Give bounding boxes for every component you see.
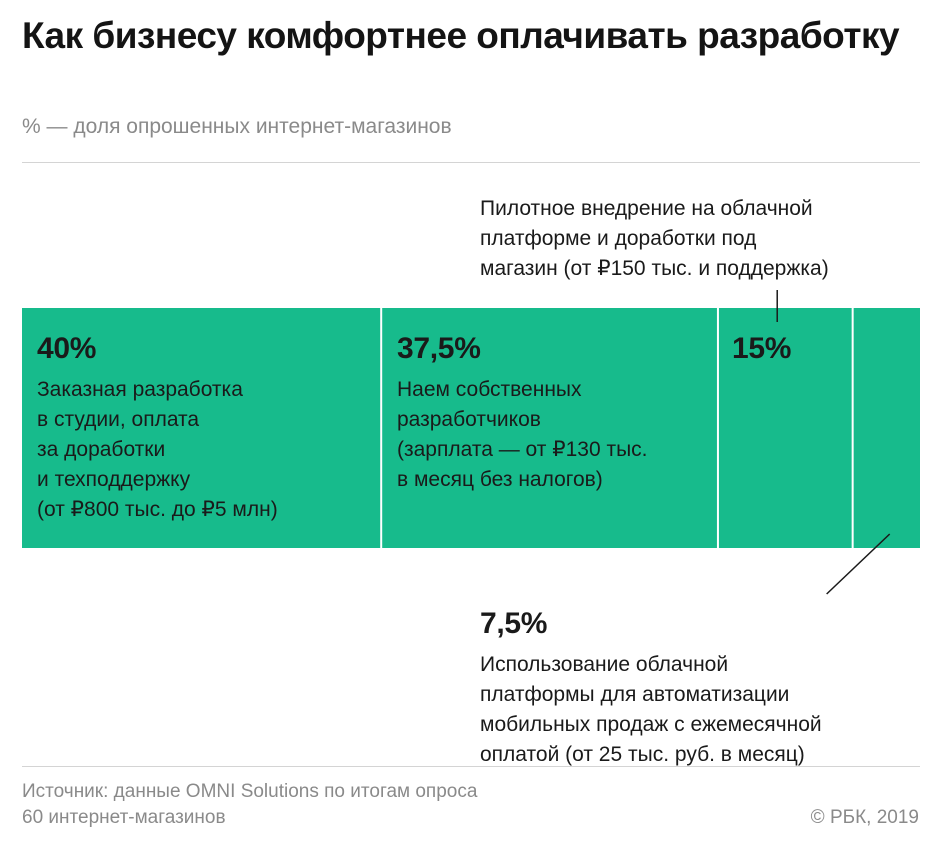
segment-description-4: Использование облачной платформы для авт… <box>480 653 822 766</box>
segment-value-3: 15% <box>732 332 792 365</box>
segment-value-1: 40% <box>37 332 97 365</box>
annotation-segment-3: Пилотное внедрение на облачной платформе… <box>480 197 829 280</box>
segment-label-3: 15% <box>732 331 842 367</box>
leader-line-segment-4 <box>826 533 891 595</box>
source-note: Источник: данные OMNI Solutions по итога… <box>22 781 478 828</box>
copyright-credit: © РБК, 2019 <box>810 807 919 828</box>
bar-segment-2 <box>381 308 718 548</box>
chart-title: Как бизнесу комфортнее оплачивать разраб… <box>22 15 900 56</box>
segment-value-4: 7,5% <box>480 607 548 640</box>
segment-value-2: 37,5% <box>397 332 481 365</box>
segment-label-1: 40% Заказная разработка в студии, оплата… <box>37 331 367 525</box>
segment-description-1: Заказная разработка в студии, оплата за … <box>37 378 278 521</box>
annotation-segment-4: 7,5% Использование облачной платформы для… <box>480 576 920 770</box>
bar-segment-1 <box>22 308 382 548</box>
bar-segment-4 <box>852 308 920 548</box>
chart-subtitle: % — доля опрошенных интернет-магазинов <box>22 115 452 138</box>
bottom-divider <box>22 766 920 767</box>
bar-segment-3 <box>717 308 853 548</box>
top-divider <box>22 162 920 163</box>
segment-label-2: 37,5% Наем собственных разработчиков (за… <box>397 331 712 495</box>
segment-description-2: Наем собственных разработчиков (зарплата… <box>397 378 648 491</box>
